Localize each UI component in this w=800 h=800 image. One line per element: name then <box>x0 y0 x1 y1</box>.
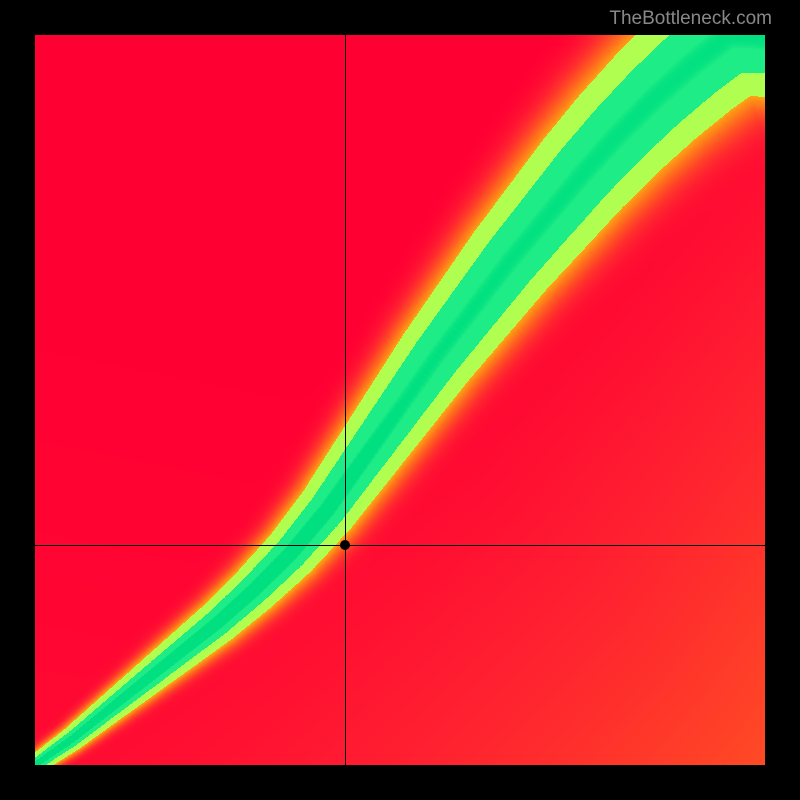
plot-area <box>35 35 765 765</box>
marker-dot <box>340 540 350 550</box>
crosshair-vertical <box>345 35 346 765</box>
watermark-text: TheBottleneck.com <box>609 8 772 30</box>
crosshair-horizontal <box>35 545 765 546</box>
heatmap-canvas <box>35 35 765 765</box>
